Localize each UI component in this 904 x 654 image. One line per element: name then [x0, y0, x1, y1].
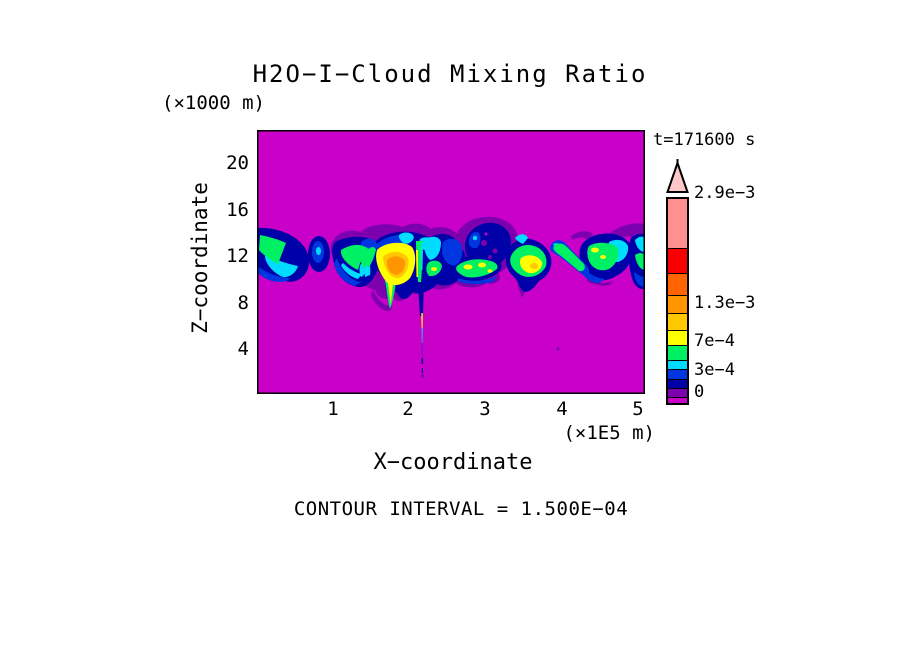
colorbar-segment-green [668, 345, 687, 360]
colorbar-segment-orange-red [668, 273, 687, 295]
colorbar-segment-cyan [668, 360, 687, 369]
page-title: H2O−I−Cloud Mixing Ratio [252, 60, 648, 88]
colorbar-label-3: 7e−4 [694, 331, 735, 351]
colorbar-segment-amber [668, 313, 687, 330]
contour-plot [257, 130, 645, 394]
colorbar-segment-red [668, 248, 687, 273]
colorbar-segment-purple [668, 388, 687, 397]
colorbar-segment-orange [668, 295, 687, 313]
x-tick-5: 5 [632, 398, 644, 420]
colorbar [666, 158, 689, 405]
x-tick-2: 2 [402, 398, 414, 420]
contour-level-amber-orange [383, 251, 538, 279]
y-tick-16: 16 [226, 199, 249, 221]
colorbar-label-5: 0 [694, 382, 705, 402]
y-tick-20: 20 [226, 152, 249, 174]
y-axis-units-label: (×1000 m) [162, 92, 265, 114]
x-axis-label: X−coordinate [373, 450, 533, 475]
x-axis-units-label: (×1E5 m) [563, 422, 655, 444]
colorbar-arrow [666, 159, 689, 193]
fallstreak [420, 243, 423, 357]
y-tick-4: 4 [237, 338, 249, 360]
colorbar-segments [666, 197, 689, 405]
contour-interval-label: CONTOUR INTERVAL = 1.500E−04 [293, 498, 629, 520]
colorbar-segment-blue [668, 369, 687, 379]
plot-frame [257, 130, 645, 394]
y-axis-label: Z−coordinate [188, 182, 212, 334]
x-tick-4: 4 [556, 398, 568, 420]
colorbar-segment-navy [668, 379, 687, 388]
colorbar-segment-magenta [668, 397, 687, 403]
y-tick-12: 12 [226, 245, 249, 267]
colorbar-label-1: 2.9e−3 [694, 183, 756, 203]
colorbar-segment-yellow [668, 330, 687, 345]
y-tick-8: 8 [237, 292, 249, 314]
time-label: t=171600 s [653, 130, 756, 150]
colorbar-label-4: 3e−4 [694, 360, 735, 380]
colorbar-label-2: 1.3e−3 [694, 293, 756, 313]
x-tick-1: 1 [327, 398, 339, 420]
x-tick-3: 3 [479, 398, 491, 420]
colorbar-segment-salmon [668, 199, 687, 248]
turret-speckles [481, 232, 498, 259]
